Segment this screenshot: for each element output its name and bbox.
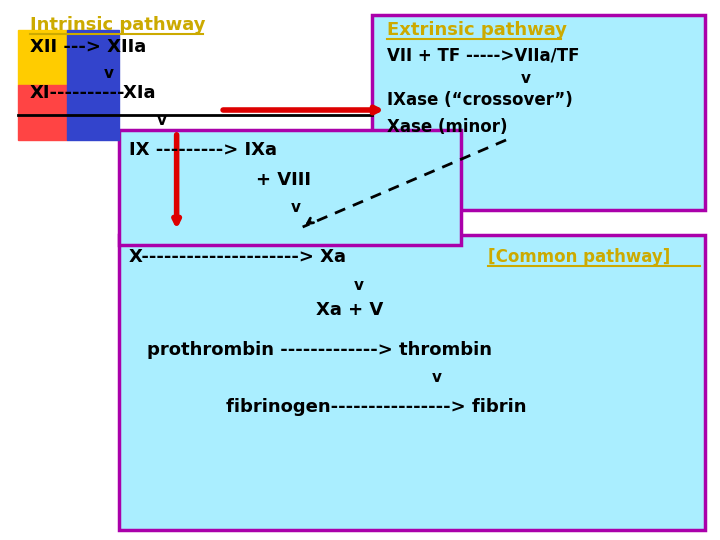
- Text: fibrinogen----------------> fibrin: fibrinogen----------------> fibrin: [226, 398, 527, 416]
- Text: v: v: [432, 370, 441, 385]
- Text: XI----------XIa: XI----------XIa: [30, 84, 156, 102]
- FancyBboxPatch shape: [119, 130, 462, 245]
- Text: VII + TF ----->VIIa/TF: VII + TF ----->VIIa/TF: [387, 46, 580, 64]
- FancyBboxPatch shape: [372, 15, 705, 210]
- Text: X---------------------> Xa: X---------------------> Xa: [129, 248, 346, 266]
- Text: v: v: [354, 278, 364, 293]
- FancyBboxPatch shape: [119, 235, 705, 530]
- Text: v: v: [291, 200, 301, 215]
- Bar: [68, 30, 119, 140]
- Text: + VIII: + VIII: [256, 171, 311, 189]
- Text: Extrinsic pathway: Extrinsic pathway: [387, 21, 567, 39]
- Text: v: v: [157, 113, 167, 128]
- Text: IX ---------> IXa: IX ---------> IXa: [129, 141, 277, 159]
- Bar: [18, 85, 68, 140]
- Text: Intrinsic pathway: Intrinsic pathway: [30, 16, 205, 34]
- Text: Xase (minor): Xase (minor): [387, 118, 508, 136]
- Text: prothrombin -------------> thrombin: prothrombin -------------> thrombin: [147, 341, 492, 359]
- Text: IXase (“crossover”): IXase (“crossover”): [387, 91, 572, 109]
- Text: [Common pathway]: [Common pathway]: [488, 248, 670, 266]
- Text: v: v: [104, 66, 114, 81]
- Bar: [18, 30, 68, 85]
- Text: v: v: [521, 71, 531, 86]
- Text: XII ---> XIIa: XII ---> XIIa: [30, 38, 146, 56]
- Text: Xa + V: Xa + V: [315, 301, 383, 319]
